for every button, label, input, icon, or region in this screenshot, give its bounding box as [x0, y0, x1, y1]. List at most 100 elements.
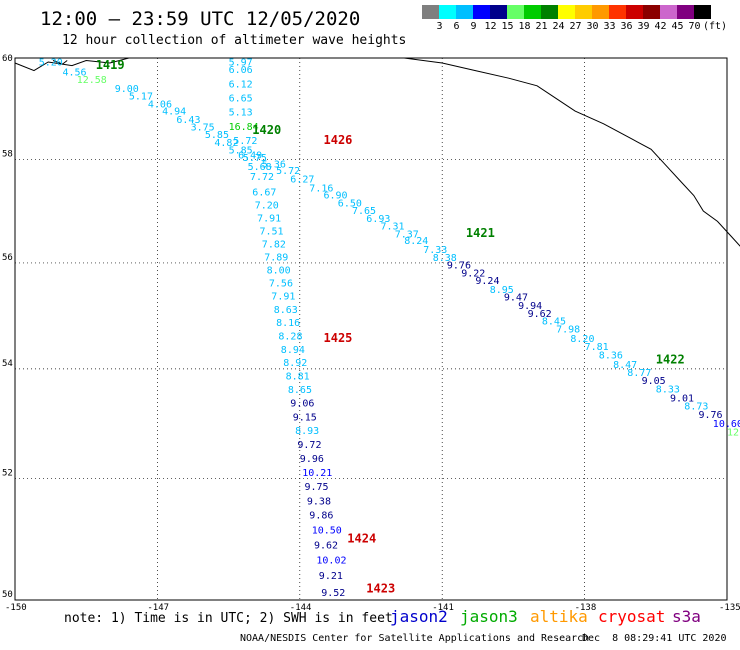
colorbar-swatch: [694, 5, 711, 19]
colorbar-swatch: [609, 5, 626, 19]
wave-height-value: 6.90: [324, 191, 348, 202]
wave-height-value: 10.50: [312, 525, 342, 536]
wave-height-value: 4.06: [148, 100, 172, 111]
colorbar-swatch: [541, 5, 558, 19]
pass-time-label: 1424: [347, 531, 376, 545]
pass-time-label: 1426: [324, 133, 353, 147]
colorbar-label: 9: [470, 21, 477, 32]
wave-height-value: 10.60: [713, 419, 740, 430]
colorbar-swatch: [677, 5, 694, 19]
mission-label-cryosat: cryosat: [598, 607, 666, 626]
wave-height-value: 9.15: [293, 412, 317, 423]
wave-height-value: 7.56: [269, 279, 293, 290]
y-tick-label: 52: [2, 469, 13, 479]
wave-height-value: 10.02: [316, 556, 346, 567]
colorbar-label: 70: [688, 21, 701, 32]
wave-height-value: 3.75: [191, 123, 215, 134]
wave-height-value: 8.00: [267, 265, 291, 276]
wave-height-value: 4.56: [63, 68, 87, 79]
wave-height-value: 9.94: [518, 301, 542, 312]
wave-height-value: 9.72: [297, 440, 321, 451]
colorbar-label: 36: [620, 21, 633, 32]
colorbar-swatch: [592, 5, 609, 19]
wave-height-value: 8.81: [286, 372, 310, 383]
wave-height-value: 5.97: [229, 58, 253, 69]
y-tick-label: 54: [2, 359, 13, 369]
wave-height-value: 9.38: [307, 496, 331, 507]
wave-height-value: 4.94: [162, 107, 186, 118]
wave-height-value: 5.36: [262, 159, 286, 170]
wave-height-value: 10.93: [331, 0, 361, 3]
wave-height-value: 7.51: [260, 226, 284, 237]
wave-height-value: 9.47: [504, 293, 528, 304]
colorbar-swatch: [660, 5, 677, 19]
wave-height-value: 9.96: [300, 454, 324, 465]
colorbar-label: 45: [671, 21, 684, 32]
wave-height-value: 5.13: [229, 108, 253, 119]
wave-height-value: 7.89: [264, 252, 288, 263]
wave-height-value: 7.33: [423, 245, 447, 256]
pass-time-label: 1425: [324, 331, 353, 345]
wave-height-value: 8.47: [613, 360, 637, 371]
wave-height-value: 9.62: [528, 309, 552, 320]
wave-height-value: 9.06: [290, 399, 314, 410]
wave-height-value: 6.43: [176, 115, 200, 126]
wave-height-value: 5.75: [243, 153, 267, 164]
colorbar-swatch: [626, 5, 643, 19]
colorbar-label: 30: [586, 21, 599, 32]
wave-height-value: 7.91: [257, 213, 281, 224]
wave-height-value: 8.36: [599, 351, 623, 362]
wave-height-value: 9.21: [319, 571, 343, 582]
colorbar-label: 15: [501, 21, 514, 32]
y-tick-label: 50: [2, 590, 13, 600]
wave-height-value: 6.93: [366, 214, 390, 225]
map-frame: [14, 57, 728, 601]
colorbar-swatch: [473, 5, 490, 19]
x-tick-label: -135: [719, 603, 740, 613]
footer-credit: NOAA/NESDIS Center for Satellite Applica…: [240, 633, 590, 644]
wave-height-value: 8.24: [404, 236, 428, 247]
pass-time-label: 1421: [466, 226, 495, 240]
wave-height-value: 10.72: [326, 0, 356, 3]
wave-height-value: 9.01: [670, 393, 694, 404]
x-tick-label: -138: [575, 603, 597, 613]
island: [52, 60, 68, 65]
wave-height-value: 5.85: [229, 145, 253, 156]
colorbar-label: 12: [484, 21, 497, 32]
page-subtitle: 12 hour collection of altimeter wave hei…: [62, 33, 407, 48]
mission-label-jason2: jason2: [390, 607, 448, 626]
pass-time-label: 1420: [252, 123, 281, 137]
colorbar-swatch: [439, 5, 456, 19]
wave-height-value: 9.00: [115, 84, 139, 95]
footer-timestamp: Dec 8 08:29:41 UTC 2020: [582, 633, 727, 644]
wave-height-value: 9.75: [305, 482, 329, 493]
wave-height-value: 9.05: [642, 376, 666, 387]
wave-height-value: 7.65: [352, 206, 376, 217]
wave-height-value: 7.16: [309, 183, 333, 194]
wave-height-value: 8.93: [295, 426, 319, 437]
mission-label-jason3: jason3: [460, 607, 518, 626]
wave-height-value: 5.72: [233, 136, 257, 147]
colorbar-label: 39: [637, 21, 650, 32]
wave-height-value: 16.84: [229, 122, 259, 133]
pass-time-label: 1419: [96, 58, 125, 72]
wave-height-value: 5.20: [39, 58, 63, 69]
page-title: 12:00 – 23:59 UTC 12/05/2020: [40, 8, 361, 30]
colorbar-label: 27: [569, 21, 582, 32]
wave-height-value: 8.77: [627, 368, 651, 379]
note-text: note: 1) Time is in UTC; 2) SWH is in fe…: [64, 611, 393, 626]
wave-height-value: 9.76: [699, 410, 723, 421]
wave-height-value: 10.46: [328, 0, 358, 3]
colorbar-label: 42: [654, 21, 667, 32]
wave-height-value: 9.62: [314, 540, 338, 551]
colorbar-swatch: [558, 5, 575, 19]
wave-height-value: 7.82: [262, 239, 286, 250]
wave-height-value: 5.85: [205, 130, 229, 141]
wave-height-value: 7.72: [250, 172, 274, 183]
wave-height-value: 6.27: [290, 175, 314, 186]
wave-height-value: 8.16: [276, 318, 300, 329]
wave-height-value: 6.06: [229, 65, 253, 76]
wave-height-value: 4.82: [214, 138, 238, 149]
